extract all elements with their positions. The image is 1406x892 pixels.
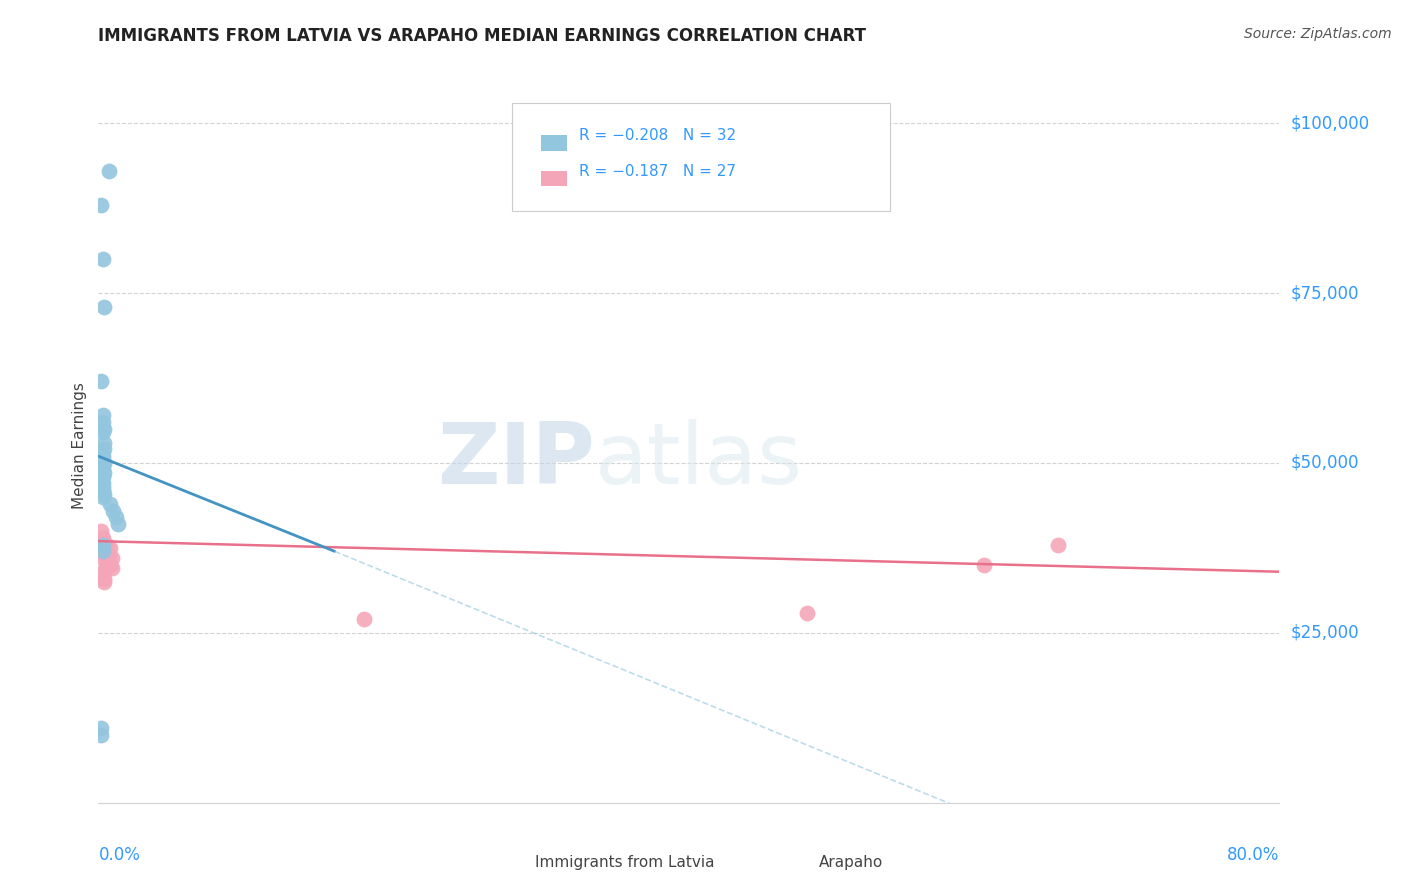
Text: $25,000: $25,000 bbox=[1291, 624, 1360, 642]
Point bbox=[98, 558, 121, 572]
FancyBboxPatch shape bbox=[772, 855, 810, 872]
Point bbox=[1046, 537, 1069, 551]
Point bbox=[91, 483, 114, 498]
Point bbox=[91, 531, 114, 545]
FancyBboxPatch shape bbox=[512, 103, 890, 211]
Text: Arapaho: Arapaho bbox=[818, 855, 883, 870]
Text: $100,000: $100,000 bbox=[1291, 114, 1369, 132]
Point bbox=[90, 473, 112, 487]
FancyBboxPatch shape bbox=[541, 170, 567, 186]
Point bbox=[91, 469, 114, 483]
Text: $75,000: $75,000 bbox=[1291, 284, 1360, 302]
Point bbox=[96, 544, 118, 558]
Text: Immigrants from Latvia: Immigrants from Latvia bbox=[536, 855, 714, 870]
Point bbox=[94, 558, 117, 572]
Text: R = −0.208   N = 32: R = −0.208 N = 32 bbox=[579, 128, 737, 143]
FancyBboxPatch shape bbox=[488, 855, 526, 872]
Point bbox=[94, 548, 117, 562]
Point bbox=[93, 300, 115, 314]
Text: $50,000: $50,000 bbox=[1291, 454, 1360, 472]
Point bbox=[97, 163, 120, 178]
Point bbox=[91, 415, 114, 429]
Point bbox=[90, 198, 112, 212]
Point bbox=[91, 534, 114, 549]
Point bbox=[100, 551, 122, 566]
Text: atlas: atlas bbox=[595, 418, 803, 502]
Point bbox=[796, 606, 818, 620]
Point bbox=[91, 480, 114, 494]
Point bbox=[90, 524, 112, 538]
Point bbox=[103, 503, 125, 517]
Point bbox=[97, 548, 120, 562]
Point bbox=[93, 544, 115, 558]
Point bbox=[94, 551, 117, 566]
Point bbox=[90, 375, 112, 389]
Point bbox=[93, 456, 115, 470]
Point bbox=[91, 409, 114, 423]
Point bbox=[107, 517, 129, 532]
Point bbox=[91, 449, 114, 463]
Point bbox=[94, 544, 117, 558]
Point bbox=[91, 452, 114, 467]
Point bbox=[91, 565, 114, 579]
Point bbox=[93, 574, 115, 589]
Text: R = −0.187   N = 27: R = −0.187 N = 27 bbox=[579, 164, 737, 178]
Point bbox=[91, 551, 114, 566]
Text: IMMIGRANTS FROM LATVIA VS ARAPAHO MEDIAN EARNINGS CORRELATION CHART: IMMIGRANTS FROM LATVIA VS ARAPAHO MEDIAN… bbox=[98, 27, 866, 45]
Point bbox=[91, 544, 114, 558]
Point bbox=[93, 486, 115, 500]
Point bbox=[90, 728, 112, 742]
Point bbox=[96, 537, 118, 551]
Point bbox=[98, 497, 121, 511]
Text: 0.0%: 0.0% bbox=[98, 846, 141, 863]
Text: ZIP: ZIP bbox=[437, 418, 595, 502]
Point bbox=[93, 466, 115, 480]
Point bbox=[93, 541, 115, 555]
Point bbox=[973, 558, 995, 572]
Point bbox=[98, 541, 121, 555]
Point bbox=[93, 435, 115, 450]
Point bbox=[93, 442, 115, 457]
Point bbox=[100, 561, 122, 575]
FancyBboxPatch shape bbox=[541, 135, 567, 151]
Point bbox=[93, 537, 115, 551]
Point bbox=[91, 476, 114, 491]
Y-axis label: Median Earnings: Median Earnings bbox=[72, 383, 87, 509]
Point bbox=[90, 721, 112, 735]
Point bbox=[91, 252, 114, 266]
Point bbox=[105, 510, 128, 524]
Point bbox=[91, 463, 114, 477]
Point bbox=[91, 537, 114, 551]
Text: 80.0%: 80.0% bbox=[1227, 846, 1279, 863]
Point bbox=[91, 490, 114, 504]
Point bbox=[353, 612, 375, 626]
Text: Source: ZipAtlas.com: Source: ZipAtlas.com bbox=[1244, 27, 1392, 41]
Point bbox=[93, 422, 115, 436]
Point bbox=[91, 459, 114, 474]
Point bbox=[91, 425, 114, 440]
Point bbox=[97, 555, 120, 569]
Point bbox=[93, 572, 115, 586]
Point bbox=[91, 568, 114, 582]
